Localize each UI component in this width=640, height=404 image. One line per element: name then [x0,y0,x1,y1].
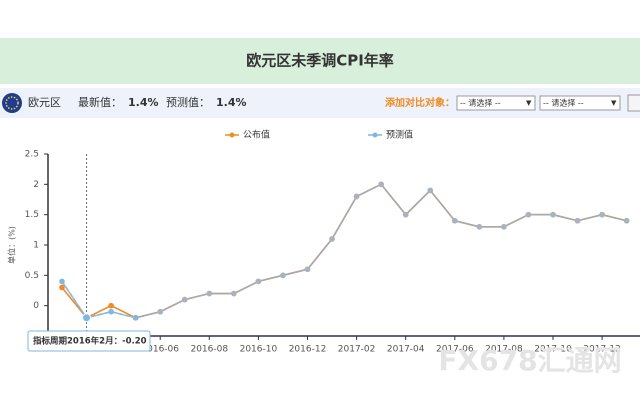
y-tick-label: 2.5 [25,150,39,160]
point [207,291,213,297]
point [624,218,630,224]
legend-marker [373,133,378,138]
point [354,194,360,200]
tooltip-text: 指标周期2016年2月：-0.20 [33,336,147,347]
forecast-value: 1.4% [216,96,247,109]
point [526,212,532,218]
point [182,297,188,303]
compare-label: 添加对比对象： [385,96,455,109]
point [477,224,483,230]
point [305,266,311,272]
point [452,218,458,224]
y-tick-label: 1.5 [25,210,39,220]
button[interactable] [628,95,640,111]
point [231,291,237,297]
x-tick-label: 2017-02 [338,345,376,355]
y-axis-label: 单位：(%) [7,226,17,264]
series-line [62,184,627,317]
point [329,236,335,242]
y-tick-label: 0.5 [25,271,39,281]
x-tick-label: 2016-12 [289,345,327,355]
select-arrow: ▼ [526,99,532,107]
y-tick-label: 2 [33,180,39,190]
forecast-label: 预测值： [166,96,210,109]
x-tick-label: 2016-10 [240,345,278,355]
highlight-point [83,314,91,322]
point [501,224,507,230]
select-text: -- 请选择 -- [460,98,501,108]
y-tick-label: 0 [33,301,39,311]
point [108,303,114,309]
point [427,188,433,194]
x-tick-label: 2016-08 [190,345,228,355]
legend-label: 公布值 [243,129,270,141]
watermark: FX678汇通网 [438,344,621,377]
latest-label: 最新值： [78,95,122,109]
point [378,182,384,188]
eu-flag [2,93,22,113]
point [575,218,581,224]
select-text: -- 请选择 -- [543,98,584,108]
x-tick-label: 2017-04 [387,345,425,355]
point [280,273,286,279]
y-tick-label: 1 [33,241,39,251]
point [599,212,605,218]
series-line [62,184,627,317]
select-arrow: ▼ [611,99,617,107]
point [403,212,409,218]
latest-value: 1.4% [128,96,159,109]
point [550,212,556,218]
legend-marker [230,133,235,138]
region: 欧元区 [28,96,61,109]
point [157,309,163,315]
legend-label: 预测值 [386,129,413,141]
title: 欧元区未季调CPI年率 [246,52,394,70]
point [256,279,262,285]
